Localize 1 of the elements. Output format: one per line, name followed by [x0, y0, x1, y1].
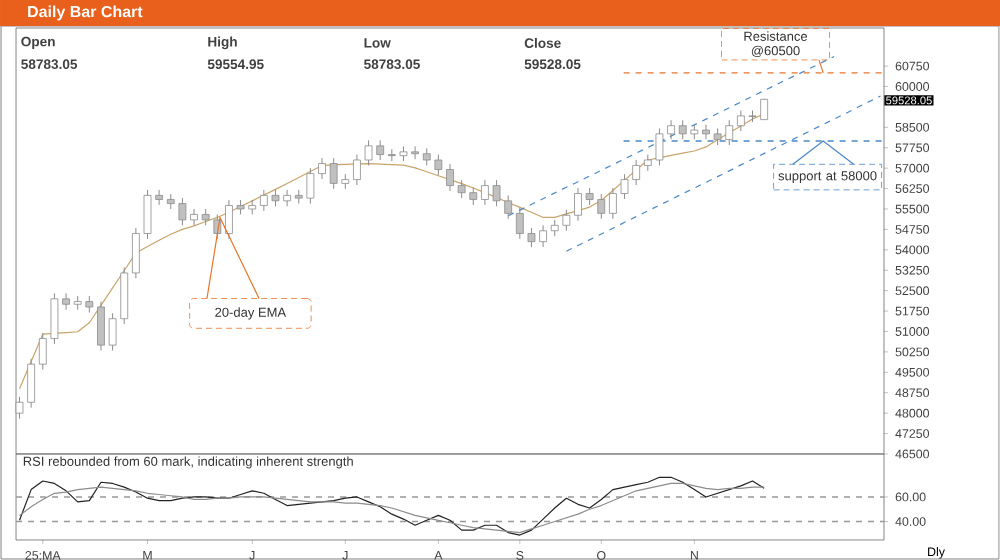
chart-title: Daily Bar Chart	[28, 5, 143, 21]
